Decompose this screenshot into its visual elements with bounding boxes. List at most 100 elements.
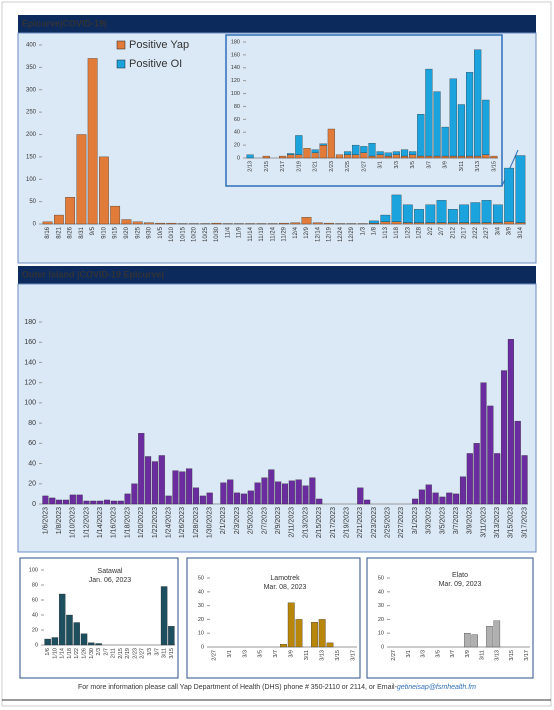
bar — [432, 492, 439, 505]
y-tick-label: 40 — [32, 612, 38, 618]
bar — [80, 633, 88, 646]
y-tick-label: 80 — [28, 420, 36, 427]
x-tick-label: 9/5 — [90, 226, 96, 235]
bar — [392, 151, 400, 155]
bar — [436, 200, 447, 223]
x-tick-label: 8/26 — [68, 226, 74, 238]
x-tick-label: 9/10 — [101, 226, 107, 238]
bar — [402, 204, 413, 223]
bar — [287, 153, 295, 155]
bar — [295, 154, 303, 159]
panel-title: Epicurve|COVID-19| — [22, 18, 107, 28]
bar — [439, 496, 446, 505]
bar — [402, 222, 413, 225]
bar — [376, 154, 384, 159]
x-tick-label: 3/9 — [507, 226, 513, 235]
x-tick-label: 2/11/2023 — [289, 507, 296, 538]
x-tick-label: 3/11 — [480, 650, 486, 660]
x-tick-label: 1/16/2023 — [111, 507, 118, 538]
legend-label: Positive OI — [129, 58, 182, 70]
x-tick-label: 1/23 — [405, 226, 411, 238]
x-tick-label: 2/27 — [211, 650, 217, 661]
y-tick-label: 60 — [234, 117, 240, 123]
legend-swatch — [116, 59, 126, 69]
bar — [425, 484, 432, 505]
bar — [279, 222, 289, 225]
bar — [319, 144, 327, 159]
x-tick-label: 10/20 — [192, 226, 198, 242]
bar — [515, 222, 526, 225]
x-tick-label: 3/5/2023 — [439, 507, 446, 534]
bar — [254, 482, 261, 505]
bar — [227, 479, 234, 505]
x-tick-label: 3/9 — [443, 161, 449, 169]
y-tick-label: 400 — [26, 43, 37, 49]
x-tick-label: 1/28/2023 — [193, 507, 200, 538]
x-tick-label: 10/30 — [214, 226, 220, 242]
x-tick-label: 11/14 — [248, 226, 254, 241]
y-tick-label: 0 — [32, 501, 36, 508]
bar — [464, 633, 471, 648]
bar — [501, 370, 508, 505]
bar — [521, 455, 528, 505]
bar — [417, 114, 425, 157]
x-tick-label: 1/26 — [81, 648, 87, 659]
bar — [446, 492, 453, 505]
y-tick-label: 180 — [231, 39, 240, 45]
bar — [110, 205, 121, 225]
x-tick-label: 1/26/2023 — [179, 507, 186, 538]
x-tick-label: 3/15 — [335, 650, 341, 661]
bar — [504, 221, 514, 225]
bar — [470, 222, 481, 225]
bar — [360, 146, 368, 153]
y-tick-label: 350 — [26, 65, 37, 71]
bar — [179, 471, 186, 505]
x-tick-label: 2/19 — [125, 648, 131, 659]
bar — [220, 482, 227, 505]
bar — [318, 619, 326, 648]
bar — [474, 155, 482, 159]
bar — [131, 483, 138, 505]
bar — [482, 154, 490, 159]
y-tick-label: 60 — [28, 440, 36, 447]
x-tick-label: 11/4 — [225, 226, 231, 238]
bar — [132, 221, 143, 225]
x-tick-label: 3/15/2023 — [508, 507, 515, 538]
bar — [417, 155, 425, 159]
bar — [514, 420, 521, 505]
y-tick-label: 50 — [378, 575, 384, 581]
bar — [425, 68, 433, 157]
y-tick-label: 0 — [201, 644, 204, 650]
x-tick-label: 2/17 — [462, 226, 468, 238]
bar — [281, 483, 289, 505]
x-tick-label: 2/27 — [140, 648, 146, 659]
bar — [290, 222, 301, 225]
x-tick-label: 2/2 — [428, 226, 434, 235]
panel — [17, 283, 537, 553]
bar — [459, 222, 469, 225]
x-tick-label: 1/14 — [60, 648, 66, 659]
bar — [97, 500, 104, 505]
x-tick-label: 3/9 — [289, 650, 295, 658]
panel — [366, 557, 534, 679]
x-tick-label: 2/21/2023 — [357, 507, 364, 538]
bar — [327, 128, 335, 159]
y-tick-label: 30 — [198, 603, 204, 609]
bar — [391, 194, 402, 222]
y-tick-label: 20 — [28, 481, 36, 488]
bar — [262, 155, 270, 159]
bar — [302, 485, 309, 505]
x-tick-label: 1/24/2023 — [165, 507, 172, 538]
bar — [474, 49, 482, 157]
bar — [268, 469, 275, 505]
bar — [326, 642, 334, 648]
bar — [316, 498, 323, 505]
bar — [275, 481, 282, 505]
y-tick-label: 20 — [32, 627, 38, 633]
y-tick-label: 40 — [198, 589, 204, 595]
x-tick-label: 2/27/2023 — [398, 507, 405, 538]
y-tick-label: 140 — [231, 65, 240, 71]
x-tick-label: 2/27 — [484, 226, 490, 238]
bar — [261, 477, 268, 505]
bar — [160, 586, 168, 646]
